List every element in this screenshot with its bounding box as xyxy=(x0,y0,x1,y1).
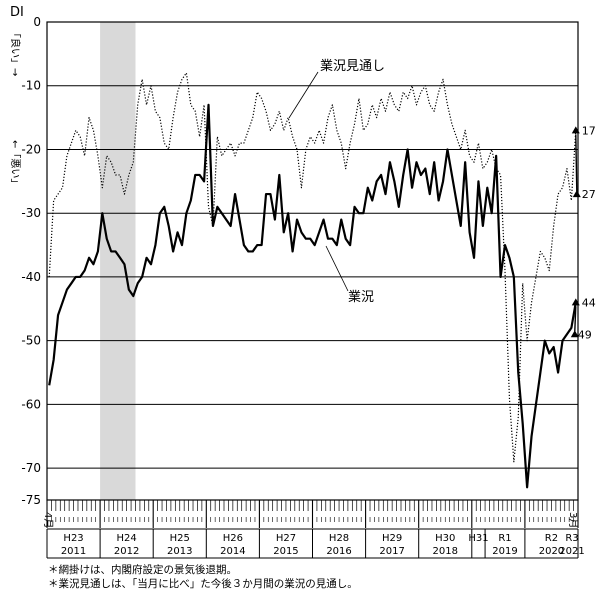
year-label: 2017 xyxy=(379,546,404,557)
era-label: H27 xyxy=(276,533,296,544)
y-tick-label: -50 xyxy=(21,334,41,348)
era-label: H23 xyxy=(63,533,83,544)
y-tick-label: 0 xyxy=(33,15,41,29)
era-label: H28 xyxy=(329,533,349,544)
axis-layer xyxy=(46,21,579,559)
recession-shade xyxy=(100,22,136,500)
footnote: ＊網掛けは、内閣府設定の景気後退期。 xyxy=(48,563,237,576)
y-tick-label: -40 xyxy=(21,270,41,284)
era-label: H25 xyxy=(170,533,190,544)
y-tick-label: -60 xyxy=(21,397,41,411)
condition-end-marker xyxy=(571,298,580,306)
outlook-series-label: 業況見通し xyxy=(320,58,385,74)
outlook-change-arrow xyxy=(575,134,578,192)
y-annotation-bad: ←「悪い」 xyxy=(9,140,21,188)
series-layer xyxy=(48,72,577,489)
era-label: H26 xyxy=(223,533,243,544)
label-layer: 0 -10 -20 -30 -40 -50 -60 -70 -75 H23 2011 H24 2012 H… xyxy=(9,5,596,590)
footnote: ＊業況見通しは、「当月に比べ」た今後３か月間の業況の見通し。 xyxy=(48,577,358,590)
condition-prev-label: 49 xyxy=(578,328,592,341)
outlook-prev-label: 27 xyxy=(582,188,596,201)
condition-series-line xyxy=(48,103,577,489)
era-label: R1 xyxy=(498,533,511,544)
year-label: 2011 xyxy=(61,546,86,557)
y-tick-label: -30 xyxy=(21,206,41,220)
condition-prev-marker xyxy=(570,330,579,338)
year-label: 2020 xyxy=(539,546,564,557)
start-month-label: 4月 xyxy=(42,512,54,528)
condition-leader xyxy=(325,245,349,292)
condition-series-label: 業況 xyxy=(348,289,374,305)
year-label: 2016 xyxy=(326,546,351,557)
era-label: H30 xyxy=(435,533,455,544)
y-axis-title: DI xyxy=(10,5,24,20)
year-label: 2014 xyxy=(220,546,245,557)
y-tick-label: -20 xyxy=(21,142,41,156)
condition-end-label: 44 xyxy=(582,296,596,309)
outlook-series-line xyxy=(48,72,577,463)
era-label: R2 xyxy=(545,533,558,544)
year-label: 2012 xyxy=(114,546,139,557)
outlook-leader xyxy=(288,71,319,119)
outlook-end-marker xyxy=(571,126,580,134)
year-label: 2018 xyxy=(433,546,458,557)
era-label: R3 xyxy=(565,533,578,544)
era-label: H24 xyxy=(117,533,137,544)
year-label: 2013 xyxy=(167,546,192,557)
y-tick-label: -70 xyxy=(21,461,41,475)
y-annotation-good: 「良い」→ xyxy=(9,28,22,76)
recession-shading-layer xyxy=(100,22,136,500)
outlook-end-label: 17 xyxy=(582,124,596,137)
year-label: 2015 xyxy=(273,546,298,557)
end-month-label: 3月 xyxy=(567,512,579,528)
outlook-prev-marker xyxy=(572,190,581,198)
year-label: 2021 xyxy=(559,546,584,557)
condition-change-arrow xyxy=(574,306,577,332)
era-label: H31 xyxy=(468,533,488,544)
year-label: 2019 xyxy=(492,546,517,557)
era-label: H29 xyxy=(382,533,402,544)
y-tick-label: -75 xyxy=(21,493,41,507)
y-tick-label: -10 xyxy=(21,79,41,93)
